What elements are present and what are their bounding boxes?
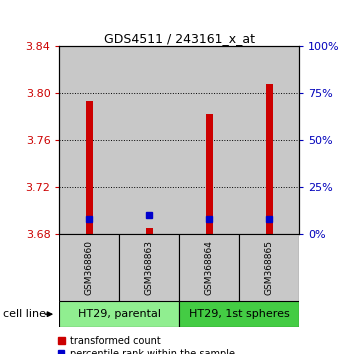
- Bar: [119, 46, 179, 234]
- Text: cell line: cell line: [3, 309, 46, 319]
- Text: GSM368865: GSM368865: [265, 240, 274, 295]
- Text: HT29, parental: HT29, parental: [78, 309, 161, 319]
- Bar: [86, 101, 93, 234]
- Bar: [59, 301, 180, 327]
- Bar: [119, 234, 179, 301]
- Bar: [146, 228, 153, 234]
- Text: GSM368860: GSM368860: [85, 240, 94, 295]
- Legend: transformed count, percentile rank within the sample: transformed count, percentile rank withi…: [57, 336, 235, 354]
- Text: HT29, 1st spheres: HT29, 1st spheres: [189, 309, 290, 319]
- Bar: [239, 234, 299, 301]
- Bar: [59, 234, 119, 301]
- Text: GSM368864: GSM368864: [205, 240, 214, 295]
- Title: GDS4511 / 243161_x_at: GDS4511 / 243161_x_at: [104, 32, 255, 45]
- Bar: [179, 234, 239, 301]
- Bar: [179, 46, 239, 234]
- Text: GSM368863: GSM368863: [145, 240, 154, 295]
- Bar: [206, 114, 213, 234]
- Bar: [59, 46, 119, 234]
- Bar: [239, 46, 299, 234]
- Bar: [266, 84, 273, 234]
- Bar: [179, 301, 299, 327]
